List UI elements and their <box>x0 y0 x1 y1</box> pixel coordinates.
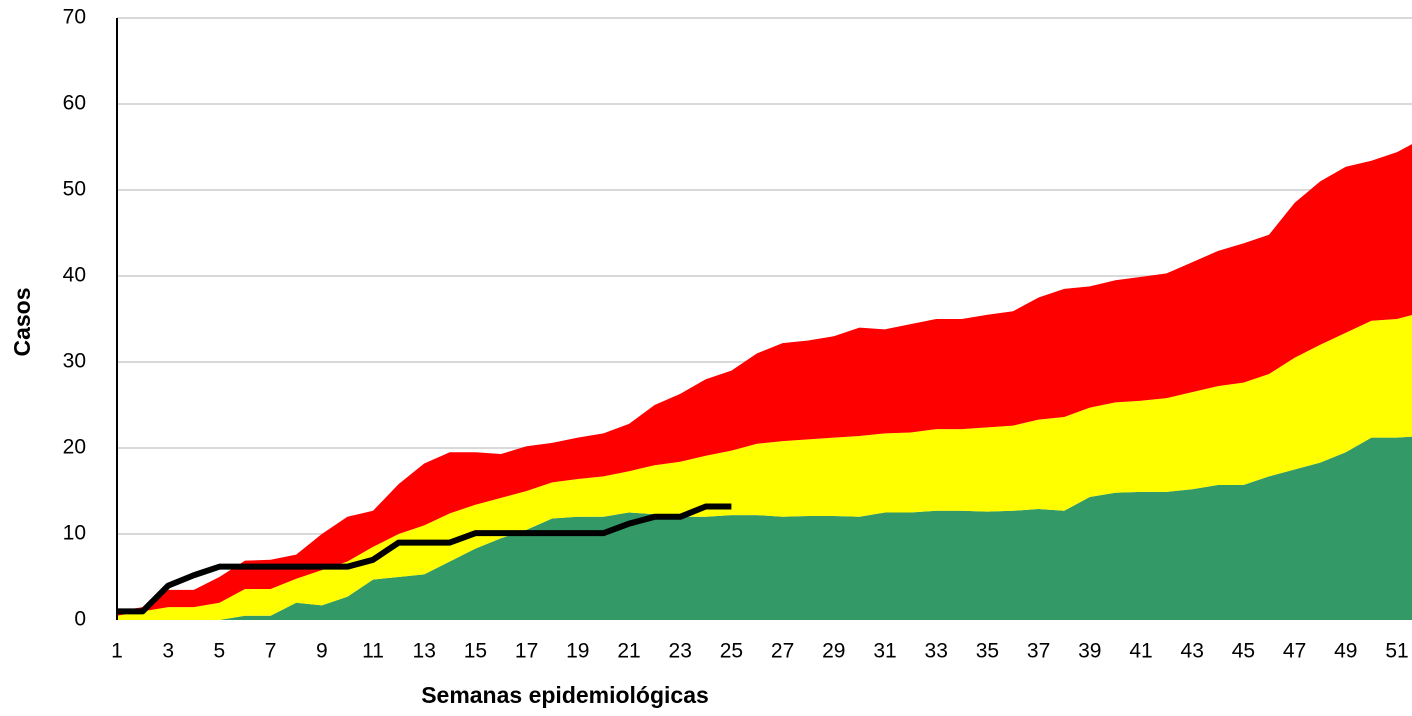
x-tick-label: 13 <box>413 640 436 663</box>
x-tick-label: 33 <box>925 640 948 663</box>
x-tick-label: 29 <box>822 640 845 663</box>
y-tick-label: 30 <box>63 350 86 373</box>
x-tick-label: 51 <box>1385 640 1408 663</box>
x-tick-label: 31 <box>873 640 896 663</box>
x-tick-label: 25 <box>720 640 743 663</box>
x-tick-label: 21 <box>617 640 640 663</box>
y-tick-label: 40 <box>63 264 86 287</box>
y-tick-label: 20 <box>63 436 86 459</box>
x-tick-label: 11 <box>362 640 384 663</box>
y-axis-title: Casos <box>9 287 35 356</box>
x-tick-label: 1 <box>111 640 123 663</box>
area <box>117 436 1412 620</box>
line <box>117 503 732 615</box>
x-tick-label: 5 <box>214 640 226 663</box>
x-tick-label: 3 <box>162 640 174 663</box>
x-tick-label: 43 <box>1181 640 1204 663</box>
x-tick-label: 15 <box>464 640 487 663</box>
x-tick-label: 47 <box>1283 640 1306 663</box>
x-axis-title: Semanas epidemiológicas <box>421 682 709 708</box>
y-tick-label: 70 <box>63 6 86 29</box>
x-tick-label: 9 <box>316 640 328 663</box>
y-tick-label: 10 <box>63 522 86 545</box>
x-tick-label: 27 <box>771 640 794 663</box>
x-tick-label: 23 <box>669 640 692 663</box>
y-tick-label: 0 <box>74 608 86 631</box>
x-tick-label: 45 <box>1232 640 1255 663</box>
x-tick-label: 7 <box>265 640 277 663</box>
y-tick-label: 50 <box>63 178 86 201</box>
y-tick-label: 60 <box>63 92 86 115</box>
x-tick-label: 19 <box>566 640 589 663</box>
x-tick-label: 37 <box>1027 640 1050 663</box>
x-tick-label: 35 <box>976 640 999 663</box>
x-tick-label: 39 <box>1078 640 1101 663</box>
area <box>117 144 1412 616</box>
x-tick-label: 41 <box>1129 640 1152 663</box>
x-tick-label: 17 <box>515 640 538 663</box>
x-tick-label: 49 <box>1334 640 1357 663</box>
